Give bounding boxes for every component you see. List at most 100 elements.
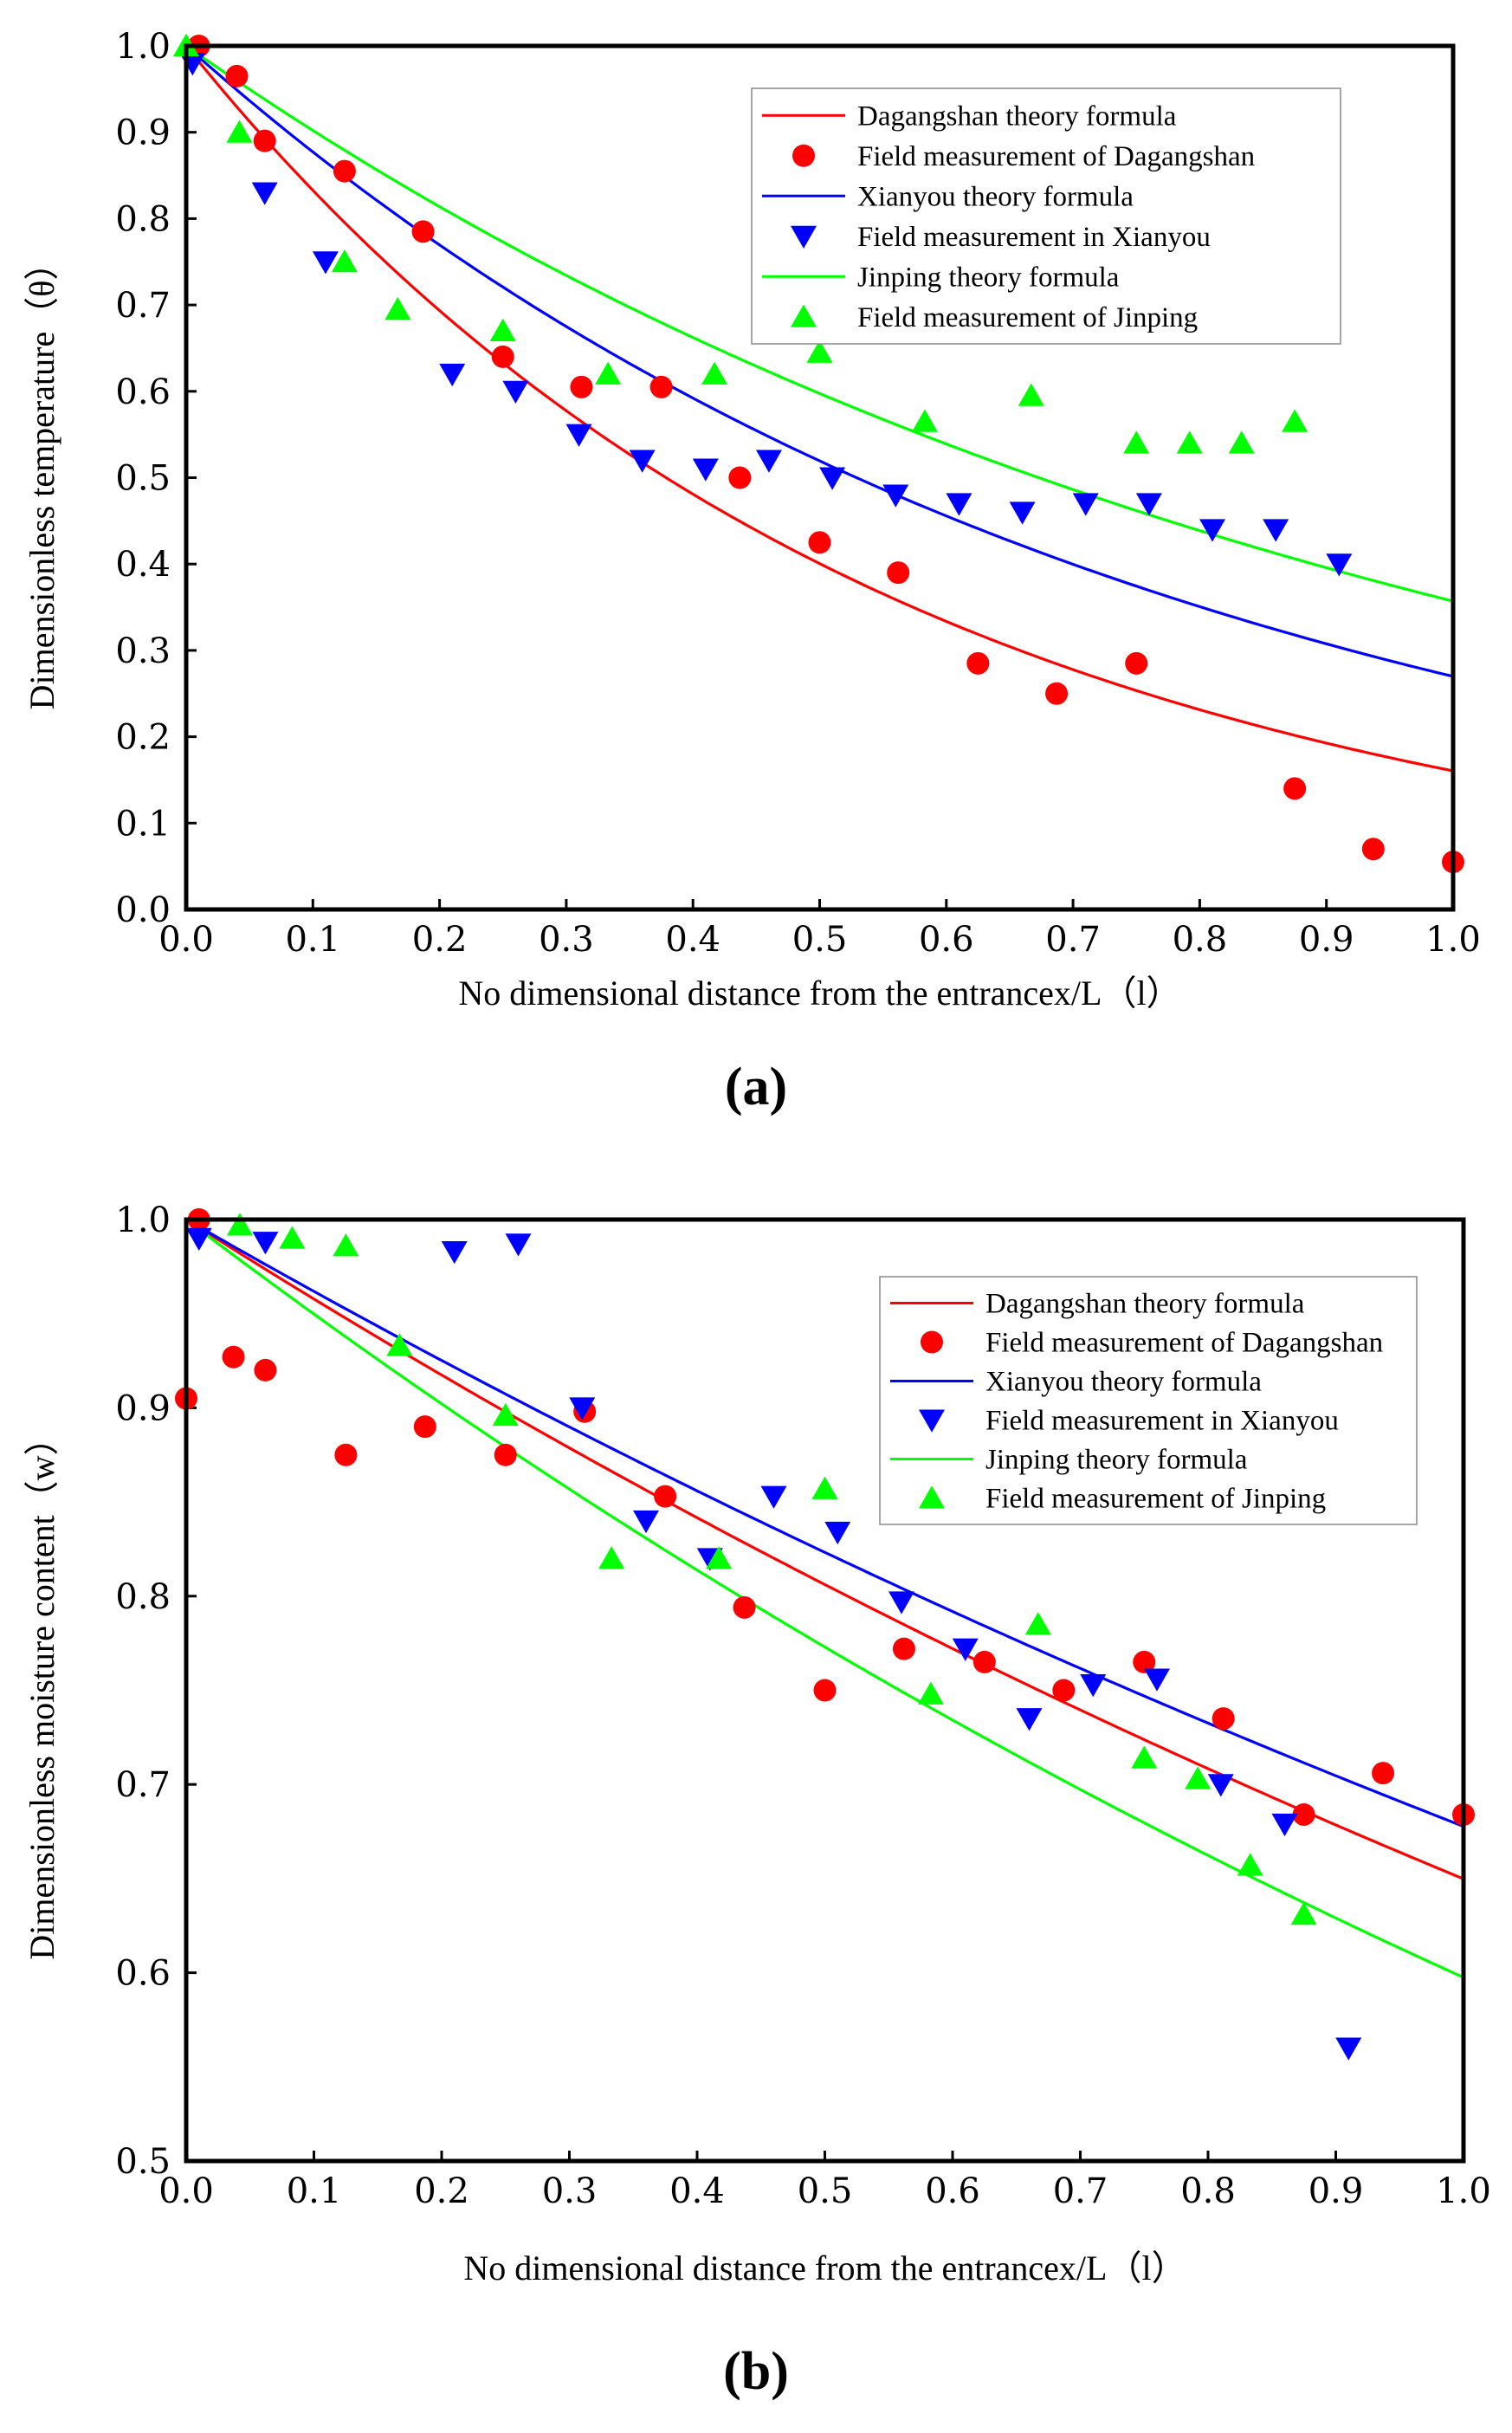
data-point-circle (1133, 1650, 1156, 1673)
legend-triangle-symbol (919, 1485, 945, 1509)
legend-entry-label: Jinping theory formula (857, 262, 1120, 293)
data-point-triangle-up (489, 318, 516, 342)
data-point-triangle-up (226, 120, 253, 143)
y-tick-label: 0.1 (115, 804, 171, 844)
series-line (186, 46, 1453, 603)
data-point-circle (253, 129, 276, 152)
data-point-circle (972, 1650, 996, 1673)
x-tick-label: 0.2 (414, 2171, 469, 2211)
x-tick-label: 0.6 (919, 920, 974, 960)
data-point-triangle-up (333, 1233, 359, 1257)
legend-entry-label: Dagangshan theory formula (985, 1289, 1305, 1320)
data-point-circle (411, 220, 435, 243)
y-tick-label: 0.5 (115, 459, 171, 499)
data-point-triangle-down (692, 458, 719, 482)
data-point-triangle-down (312, 251, 339, 275)
panel-label: (a) (725, 1058, 787, 1116)
y-tick-label: 0.9 (115, 1388, 171, 1428)
x-tick-label: 0.0 (158, 920, 214, 960)
data-point-circle (254, 1358, 277, 1382)
data-point-triangle-up (1123, 430, 1150, 454)
data-point-triangle-up (911, 409, 938, 432)
x-tick-label: 0.5 (792, 920, 848, 960)
data-point-triangle-down (1207, 1774, 1234, 1797)
data-point-triangle-up (1290, 1901, 1317, 1925)
x-tick-label: 0.9 (1299, 920, 1354, 960)
legend-triangle-symbol (791, 304, 817, 327)
data-point-triangle-up (384, 296, 411, 320)
x-tick-label: 0.3 (539, 920, 594, 960)
data-point-triangle-down (1326, 553, 1353, 577)
data-point-circle (813, 1679, 837, 1702)
data-point-circle (1052, 1679, 1076, 1702)
data-point-circle (966, 651, 990, 675)
data-point-triangle-down (760, 1485, 787, 1509)
legend-circle-symbol (921, 1330, 943, 1354)
data-point-triangle-up (1282, 409, 1308, 432)
legend-entry-label: Field measurement in Xianyou (985, 1406, 1339, 1437)
legend-entry-label: Field measurement in Xianyou (857, 222, 1211, 253)
data-point-triangle-down (441, 1240, 468, 1265)
legend-entry-label: Field measurement of Dagangshan (985, 1328, 1383, 1359)
data-point-triangle-down (819, 467, 846, 490)
y-tick-label: 0.2 (115, 718, 171, 758)
data-point-triangle-down (952, 1638, 979, 1661)
data-point-circle (222, 1345, 245, 1369)
x-tick-label: 0.7 (1053, 2171, 1108, 2211)
data-point-circle (733, 1595, 756, 1619)
data-point-circle (1045, 682, 1069, 705)
data-point-triangle-up (279, 1226, 306, 1249)
series-line (186, 1220, 1464, 1979)
data-point-triangle-up (917, 1681, 944, 1705)
data-point-circle (494, 1443, 517, 1466)
data-point-triangle-down (502, 380, 529, 404)
data-point-triangle-down (633, 1510, 659, 1534)
legend-entry-label: Jinping theory formula (985, 1445, 1248, 1476)
data-point-triangle-down (1080, 1673, 1107, 1698)
y-tick-label: 0.9 (115, 113, 171, 153)
data-point-triangle-up (806, 340, 833, 363)
legend-entry-label: Field measurement of Dagangshan (857, 141, 1255, 172)
data-point-triangle-down (1144, 1668, 1170, 1692)
data-point-triangle-up (595, 361, 622, 385)
data-point-triangle-up (1228, 430, 1255, 454)
legend-triangle-symbol (919, 1409, 945, 1433)
series-line (186, 46, 1453, 678)
data-point-circle (225, 64, 249, 87)
data-point-circle (1361, 838, 1385, 861)
x-tick-label: 0.3 (542, 2171, 598, 2211)
x-tick-label: 0.4 (669, 2171, 725, 2211)
data-point-triangle-up (226, 1213, 253, 1236)
data-point-triangle-up (492, 1402, 519, 1427)
data-point-triangle-down (1009, 501, 1036, 525)
data-point-triangle-up (1237, 1853, 1263, 1876)
data-point-triangle-down (1199, 519, 1226, 542)
y-tick-label: 0.6 (115, 1954, 171, 1994)
data-point-triangle-up (1024, 1612, 1051, 1635)
data-point-circle (1125, 651, 1148, 675)
data-point-triangle-up (1185, 1766, 1212, 1789)
legend-entry-label: Field measurement of Jinping (857, 302, 1198, 333)
data-point-triangle-down (1335, 2037, 1362, 2061)
data-point-triangle-up (331, 249, 358, 273)
panel-label: (b) (723, 2342, 789, 2401)
legend-box (751, 87, 1341, 345)
x-tick-label: 0.9 (1308, 2171, 1364, 2211)
data-point-circle (1372, 1762, 1395, 1785)
y-tick-label: 0.7 (115, 286, 171, 326)
data-point-circle (1212, 1707, 1235, 1731)
data-point-triangle-down (946, 493, 972, 516)
data-point-triangle-down (1271, 1813, 1298, 1837)
data-point-circle (334, 1443, 358, 1466)
data-point-triangle-down (1263, 519, 1289, 542)
series-line (186, 46, 1453, 773)
data-point-circle (1292, 1802, 1315, 1826)
data-point-triangle-up (811, 1476, 838, 1499)
y-tick-label: 0.5 (115, 2142, 171, 2182)
data-point-triangle-down (1016, 1708, 1043, 1731)
x-tick-label: 0.0 (158, 2171, 214, 2211)
data-point-triangle-up (701, 361, 728, 385)
data-point-circle (654, 1485, 677, 1508)
data-point-circle (491, 345, 514, 368)
y-axis-label: Dimensionless temperature（θ） (23, 246, 61, 710)
